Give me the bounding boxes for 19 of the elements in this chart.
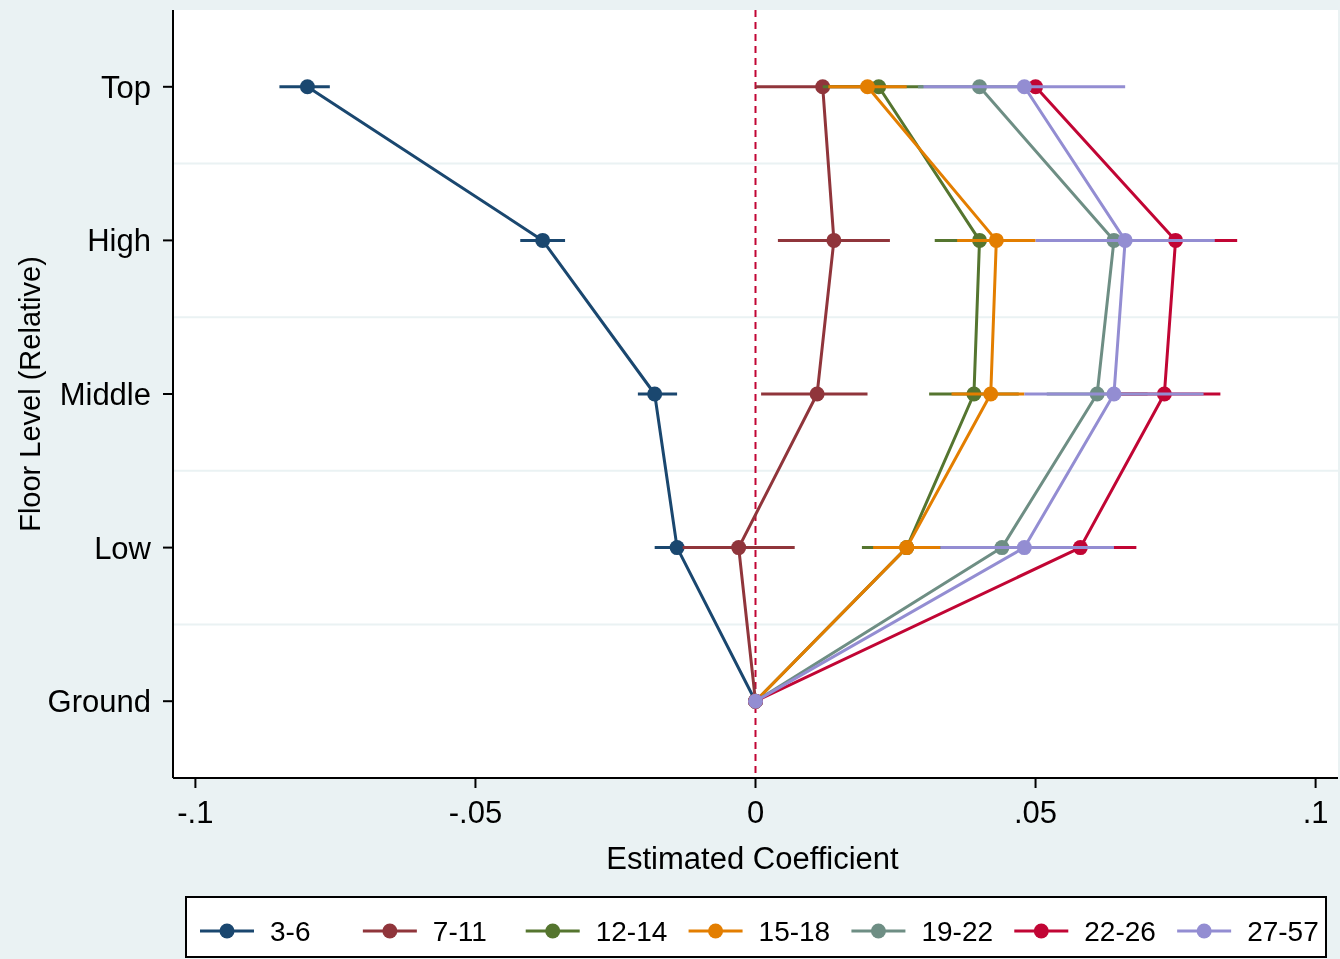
- x-tick-label: .1: [1302, 795, 1329, 830]
- legend-label: 7-11: [432, 916, 487, 947]
- legend-label: 22-26: [1084, 916, 1156, 947]
- x-tick-label: .05: [1013, 795, 1058, 830]
- legend-label: 27-57: [1247, 916, 1319, 947]
- y-tick-label: Low: [94, 530, 152, 566]
- legend-label: 12-14: [595, 916, 668, 947]
- legend-label: 3-6: [270, 916, 311, 947]
- x-tick-label: 0: [746, 795, 765, 830]
- y-tick-label: Ground: [47, 684, 151, 720]
- x-tick-label: -.1: [177, 795, 214, 830]
- legend-label: 15-18: [758, 916, 831, 947]
- legend-label: 19-22: [921, 916, 994, 947]
- y-tick-label: High: [87, 223, 151, 259]
- x-axis-title: Estimated Coefficient: [606, 841, 900, 876]
- y-tick-label: Top: [101, 69, 151, 105]
- y-tick-label: Middle: [59, 377, 151, 412]
- y-axis-title: Floor Level (Relative): [14, 256, 46, 532]
- x-tick-label: -.05: [448, 795, 503, 830]
